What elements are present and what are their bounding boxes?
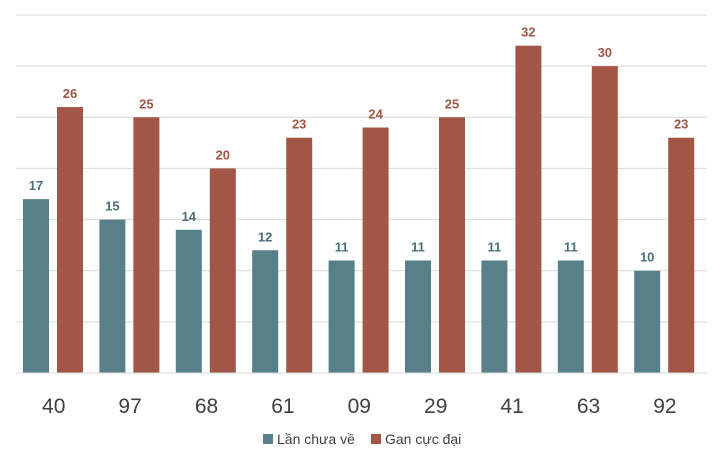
bar-lan-chua-ve-97	[99, 219, 126, 373]
bar-gan-cuc-dai-63	[591, 66, 618, 374]
value-label-gan-cuc-dai-40: 26	[63, 86, 77, 101]
value-label-gan-cuc-dai-97: 25	[139, 96, 153, 111]
value-label-gan-cuc-dai-29: 25	[445, 96, 459, 111]
bar-lan-chua-ve-41	[481, 260, 508, 373]
gridlines	[16, 14, 707, 323]
bar-lan-chua-ve-09	[328, 260, 355, 373]
value-label-lan-chua-ve-63: 11	[564, 239, 578, 254]
bar-lan-chua-ve-40	[23, 199, 49, 373]
bar-gan-cuc-dai-61	[286, 137, 313, 373]
value-label-gan-cuc-dai-61: 23	[292, 117, 306, 132]
bars	[23, 45, 695, 374]
category-label-68: 68	[195, 395, 218, 418]
bar-gan-cuc-dai-09	[362, 127, 389, 373]
value-label-gan-cuc-dai-09: 24	[368, 107, 383, 122]
bar-lan-chua-ve-92	[634, 270, 661, 373]
value-label-lan-chua-ve-29: 11	[411, 239, 425, 254]
bar-gan-cuc-dai-68	[209, 168, 236, 373]
bar-lan-chua-ve-29	[405, 260, 431, 373]
value-label-lan-chua-ve-61: 12	[258, 229, 272, 244]
value-label-lan-chua-ve-68: 14	[182, 209, 197, 224]
legend-label-lan-chua-ve: Lần chưa về	[277, 431, 355, 447]
value-label-gan-cuc-dai-68: 20	[216, 147, 230, 162]
category-label-09: 09	[348, 395, 371, 418]
value-label-lan-chua-ve-41: 11	[488, 239, 502, 254]
bar-gan-cuc-dai-40	[57, 107, 83, 374]
category-label-40: 40	[42, 395, 65, 418]
category-label-61: 61	[271, 395, 294, 418]
bar-gan-cuc-dai-41	[515, 45, 542, 373]
value-label-gan-cuc-dai-92: 23	[674, 117, 688, 132]
legend-label-gan-cuc-dai: Gan cực đại	[385, 431, 461, 447]
legend-swatch-lan-chua-ve	[263, 434, 273, 444]
category-label-92: 92	[653, 395, 676, 418]
category-label-41: 41	[500, 395, 523, 418]
value-label-gan-cuc-dai-63: 30	[598, 45, 612, 60]
value-label-lan-chua-ve-92: 10	[640, 250, 654, 265]
value-labels: 17 26 15 25 14 20 12 23 11 24 11 25 11 32 11 30 10 23	[29, 25, 689, 265]
bar-lan-chua-ve-63	[557, 260, 584, 373]
value-label-lan-chua-ve-97: 15	[105, 199, 119, 214]
category-label-97: 97	[118, 395, 141, 418]
value-label-gan-cuc-dai-41: 32	[521, 25, 535, 40]
value-label-lan-chua-ve-40: 17	[29, 178, 43, 193]
value-label-lan-chua-ve-09: 11	[335, 239, 349, 254]
bar-gan-cuc-dai-97	[133, 117, 160, 374]
legend: Lần chưa về Gan cực đại	[263, 431, 461, 447]
legend-swatch-gan-cuc-dai	[371, 434, 381, 444]
bar-gan-cuc-dai-92	[668, 137, 695, 373]
category-label-29: 29	[424, 395, 447, 418]
bar-gan-cuc-dai-29	[439, 117, 465, 374]
category-label-63: 63	[577, 395, 600, 418]
bar-lan-chua-ve-68	[175, 229, 202, 373]
bar-lan-chua-ve-61	[252, 250, 279, 373]
category-labels: 40 97 68 61 09 29 41 63 92	[42, 395, 677, 418]
